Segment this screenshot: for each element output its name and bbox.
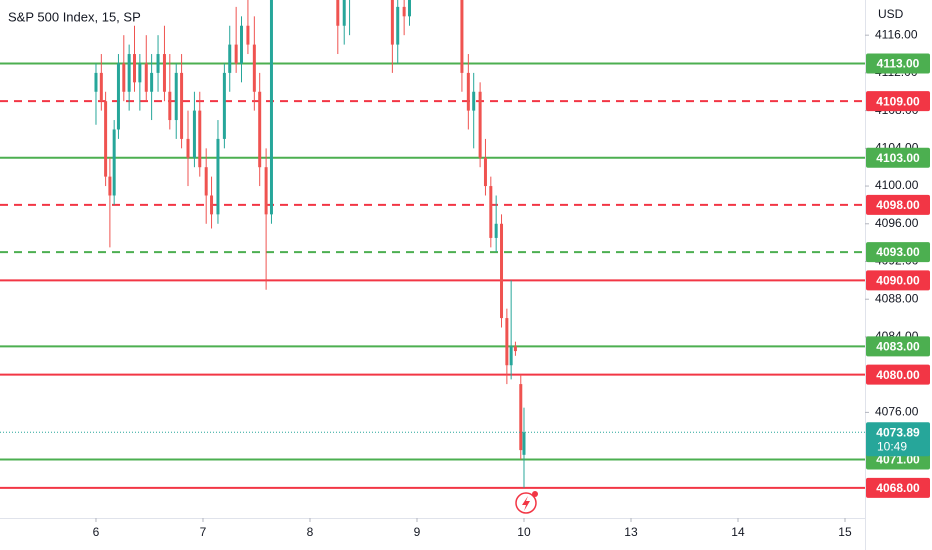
y-tick-label: 4100.00 — [875, 178, 919, 192]
level-label: 4093.00 — [876, 245, 920, 259]
candle-body — [162, 54, 166, 92]
level-label: 4109.00 — [876, 94, 920, 108]
candle-body — [180, 72, 184, 139]
countdown: 10:49 — [877, 439, 907, 453]
candle-body — [240, 25, 244, 64]
candle-body — [122, 63, 126, 92]
candle-body — [108, 176, 112, 196]
candle-body — [127, 54, 131, 92]
x-tick-label: 13 — [624, 525, 638, 539]
candle-body — [396, 6, 400, 45]
candle-body — [460, 0, 464, 73]
currency: USD — [878, 7, 904, 21]
candle-body — [269, 0, 273, 215]
candle-body — [234, 44, 238, 64]
chart-title: S&P 500 Index, 15, SP — [8, 9, 141, 24]
candle-body — [204, 167, 208, 196]
level-label-bg — [866, 270, 930, 291]
y-tick-label: 4076.00 — [875, 405, 919, 419]
candle-body — [342, 0, 346, 26]
candle-body — [509, 346, 513, 366]
level-label: 4068.00 — [876, 481, 920, 495]
y-tick-label: 4116.00 — [875, 27, 918, 41]
y-tick-label: 4088.00 — [875, 291, 919, 305]
candle-body — [210, 195, 214, 215]
candle-body — [156, 54, 160, 73]
last-price-label: 4073.89 — [876, 425, 920, 439]
candle-body — [513, 346, 517, 352]
candle-body — [112, 129, 116, 196]
candle-body — [252, 44, 256, 92]
x-tick-label: 15 — [838, 525, 852, 539]
level-label: 4103.00 — [876, 151, 920, 165]
y-tick-label: 4096.00 — [875, 216, 919, 230]
candle-body — [494, 223, 498, 238]
candle-body — [336, 0, 340, 26]
level-label-bg — [866, 336, 930, 357]
candle-body — [216, 138, 220, 215]
candle-body — [246, 25, 250, 45]
x-tick-label: 14 — [731, 525, 745, 539]
candle-body — [522, 432, 526, 455]
candle-body — [402, 6, 406, 17]
candle-body — [264, 167, 268, 215]
alert-icon[interactable] — [515, 491, 538, 514]
candle-body — [228, 44, 232, 73]
level-label: 4083.00 — [876, 340, 920, 354]
candle-body — [466, 72, 470, 111]
candle-body — [174, 72, 178, 121]
x-tick-label: 8 — [307, 525, 314, 539]
candle-body — [478, 91, 482, 158]
level-label: 4080.00 — [876, 368, 920, 382]
candle-body — [483, 157, 487, 187]
candle-body — [138, 63, 142, 83]
level-label: 4098.00 — [876, 198, 920, 212]
candle-body — [133, 54, 137, 83]
candle-body — [198, 110, 202, 168]
candle-body — [99, 72, 103, 102]
plot-area — [0, 0, 865, 489]
level-label-bg — [866, 477, 930, 498]
x-tick-label: 9 — [414, 525, 421, 539]
level-label-bg — [866, 194, 930, 215]
candle-body — [505, 318, 509, 366]
level-label: 4090.00 — [876, 274, 920, 288]
level-label-bg — [866, 53, 930, 74]
candle-body — [150, 72, 154, 92]
candle-body — [144, 63, 148, 92]
level-label-bg — [866, 91, 930, 112]
candle-body — [489, 186, 493, 238]
axes: 4076.004084.004088.004092.004096.004100.… — [93, 27, 930, 539]
candle-body — [104, 101, 108, 177]
candle-body — [186, 138, 190, 158]
candle-body — [192, 110, 196, 158]
level-label-bg — [866, 364, 930, 385]
last-price-bg — [866, 422, 930, 457]
candle-body — [390, 0, 394, 45]
candle-body — [116, 63, 120, 130]
x-tick-label: 6 — [93, 525, 100, 539]
x-tick-label: 10 — [517, 525, 531, 539]
candle-body — [222, 72, 226, 139]
x-tick-label: 7 — [200, 525, 207, 539]
candle-body — [519, 384, 523, 451]
level-label-bg — [866, 147, 930, 168]
candle-body — [500, 223, 504, 319]
candle-body — [168, 91, 172, 121]
candle-body — [407, 0, 411, 17]
level-label-bg — [866, 242, 930, 263]
candle-body — [94, 72, 98, 92]
candle-body — [258, 91, 262, 168]
level-label: 4113.00 — [877, 57, 920, 71]
candle-body — [472, 91, 476, 111]
